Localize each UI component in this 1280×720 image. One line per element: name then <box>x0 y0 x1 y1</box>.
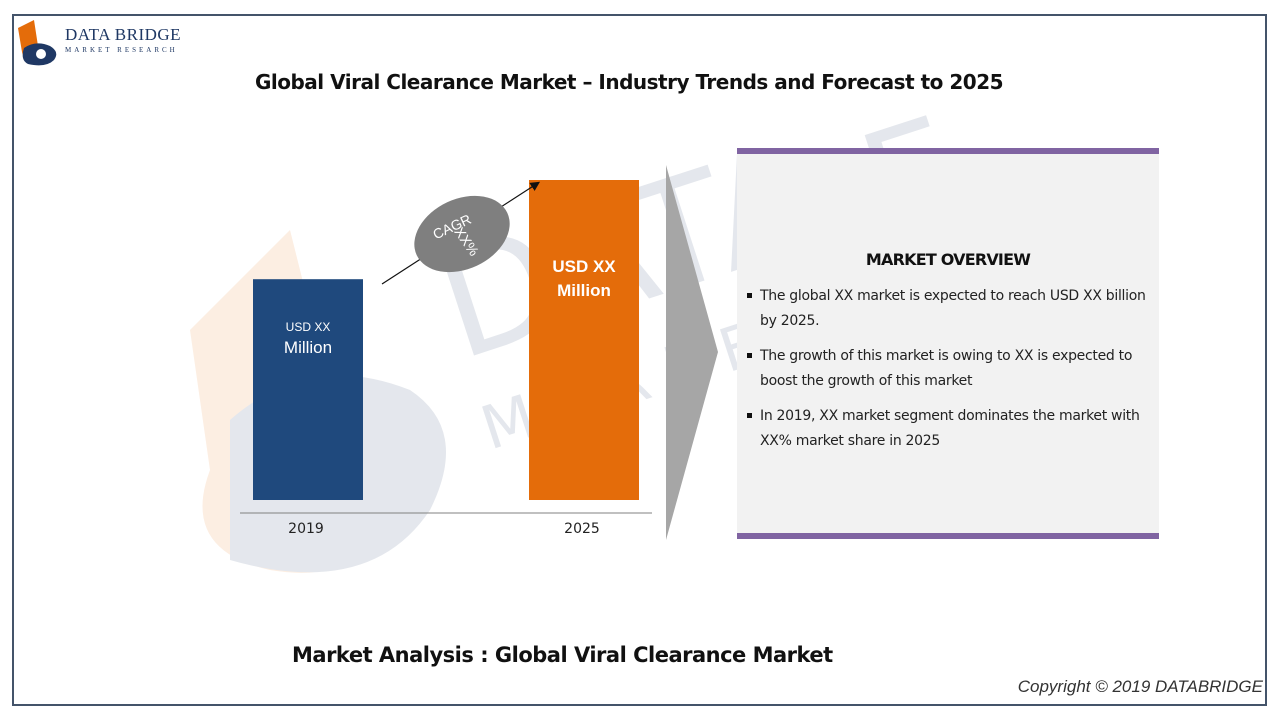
copyright-text: Copyright © 2019 DATABRIDGE <box>1017 677 1263 696</box>
grey-arrow-shape <box>666 165 718 540</box>
bar-2025 <box>529 180 639 500</box>
list-item-line1: The global XX market is expected to reac… <box>760 288 1146 304</box>
x-tick-label: 2019 <box>288 521 324 537</box>
market-overview-panel: MARKET OVERVIEW The global XX market is … <box>737 148 1159 539</box>
bullet-icon <box>747 413 752 418</box>
data-bridge-logo <box>18 20 57 66</box>
market-overview-heading: MARKET OVERVIEW <box>865 250 1031 269</box>
bar-label-unit: Million <box>557 281 611 300</box>
market-overview-list: The global XX market is expected to reac… <box>747 284 1147 464</box>
bar-label-unit: Million <box>284 338 332 357</box>
slide-frame <box>12 14 1267 706</box>
list-item-line2: boost the growth of this market <box>760 373 973 389</box>
logo-name: DATA BRIDGE <box>65 25 182 44</box>
logo-subtitle: MARKET RESEARCH <box>65 46 178 54</box>
logo-text: DATA BRIDGE MARKET RESEARCH <box>65 26 181 55</box>
list-item: In 2019, XX market segment dominates the… <box>747 404 1147 454</box>
list-item: The global XX market is expected to reac… <box>747 284 1147 334</box>
cagr-ellipse <box>414 195 510 273</box>
bar-2019 <box>253 279 363 500</box>
list-item-line2: XX% market share in 2025 <box>760 433 940 449</box>
bar-label-value: USD XX <box>286 320 331 334</box>
market-analysis-subtitle: Market Analysis : Global Viral Clearance… <box>292 643 833 667</box>
list-item: The growth of this market is owing to XX… <box>747 344 1147 394</box>
x-tick-label: 2025 <box>564 521 600 537</box>
page-title: Global Viral Clearance Market – Industry… <box>254 70 1004 94</box>
bullet-icon <box>747 353 752 358</box>
list-item-line1: In 2019, XX market segment dominates the… <box>760 408 1140 424</box>
list-item-line2: by 2025. <box>760 313 820 329</box>
bullet-icon <box>747 293 752 298</box>
list-item-line1: The growth of this market is owing to XX… <box>760 348 1133 364</box>
bar-label-value: USD XX <box>552 257 616 276</box>
